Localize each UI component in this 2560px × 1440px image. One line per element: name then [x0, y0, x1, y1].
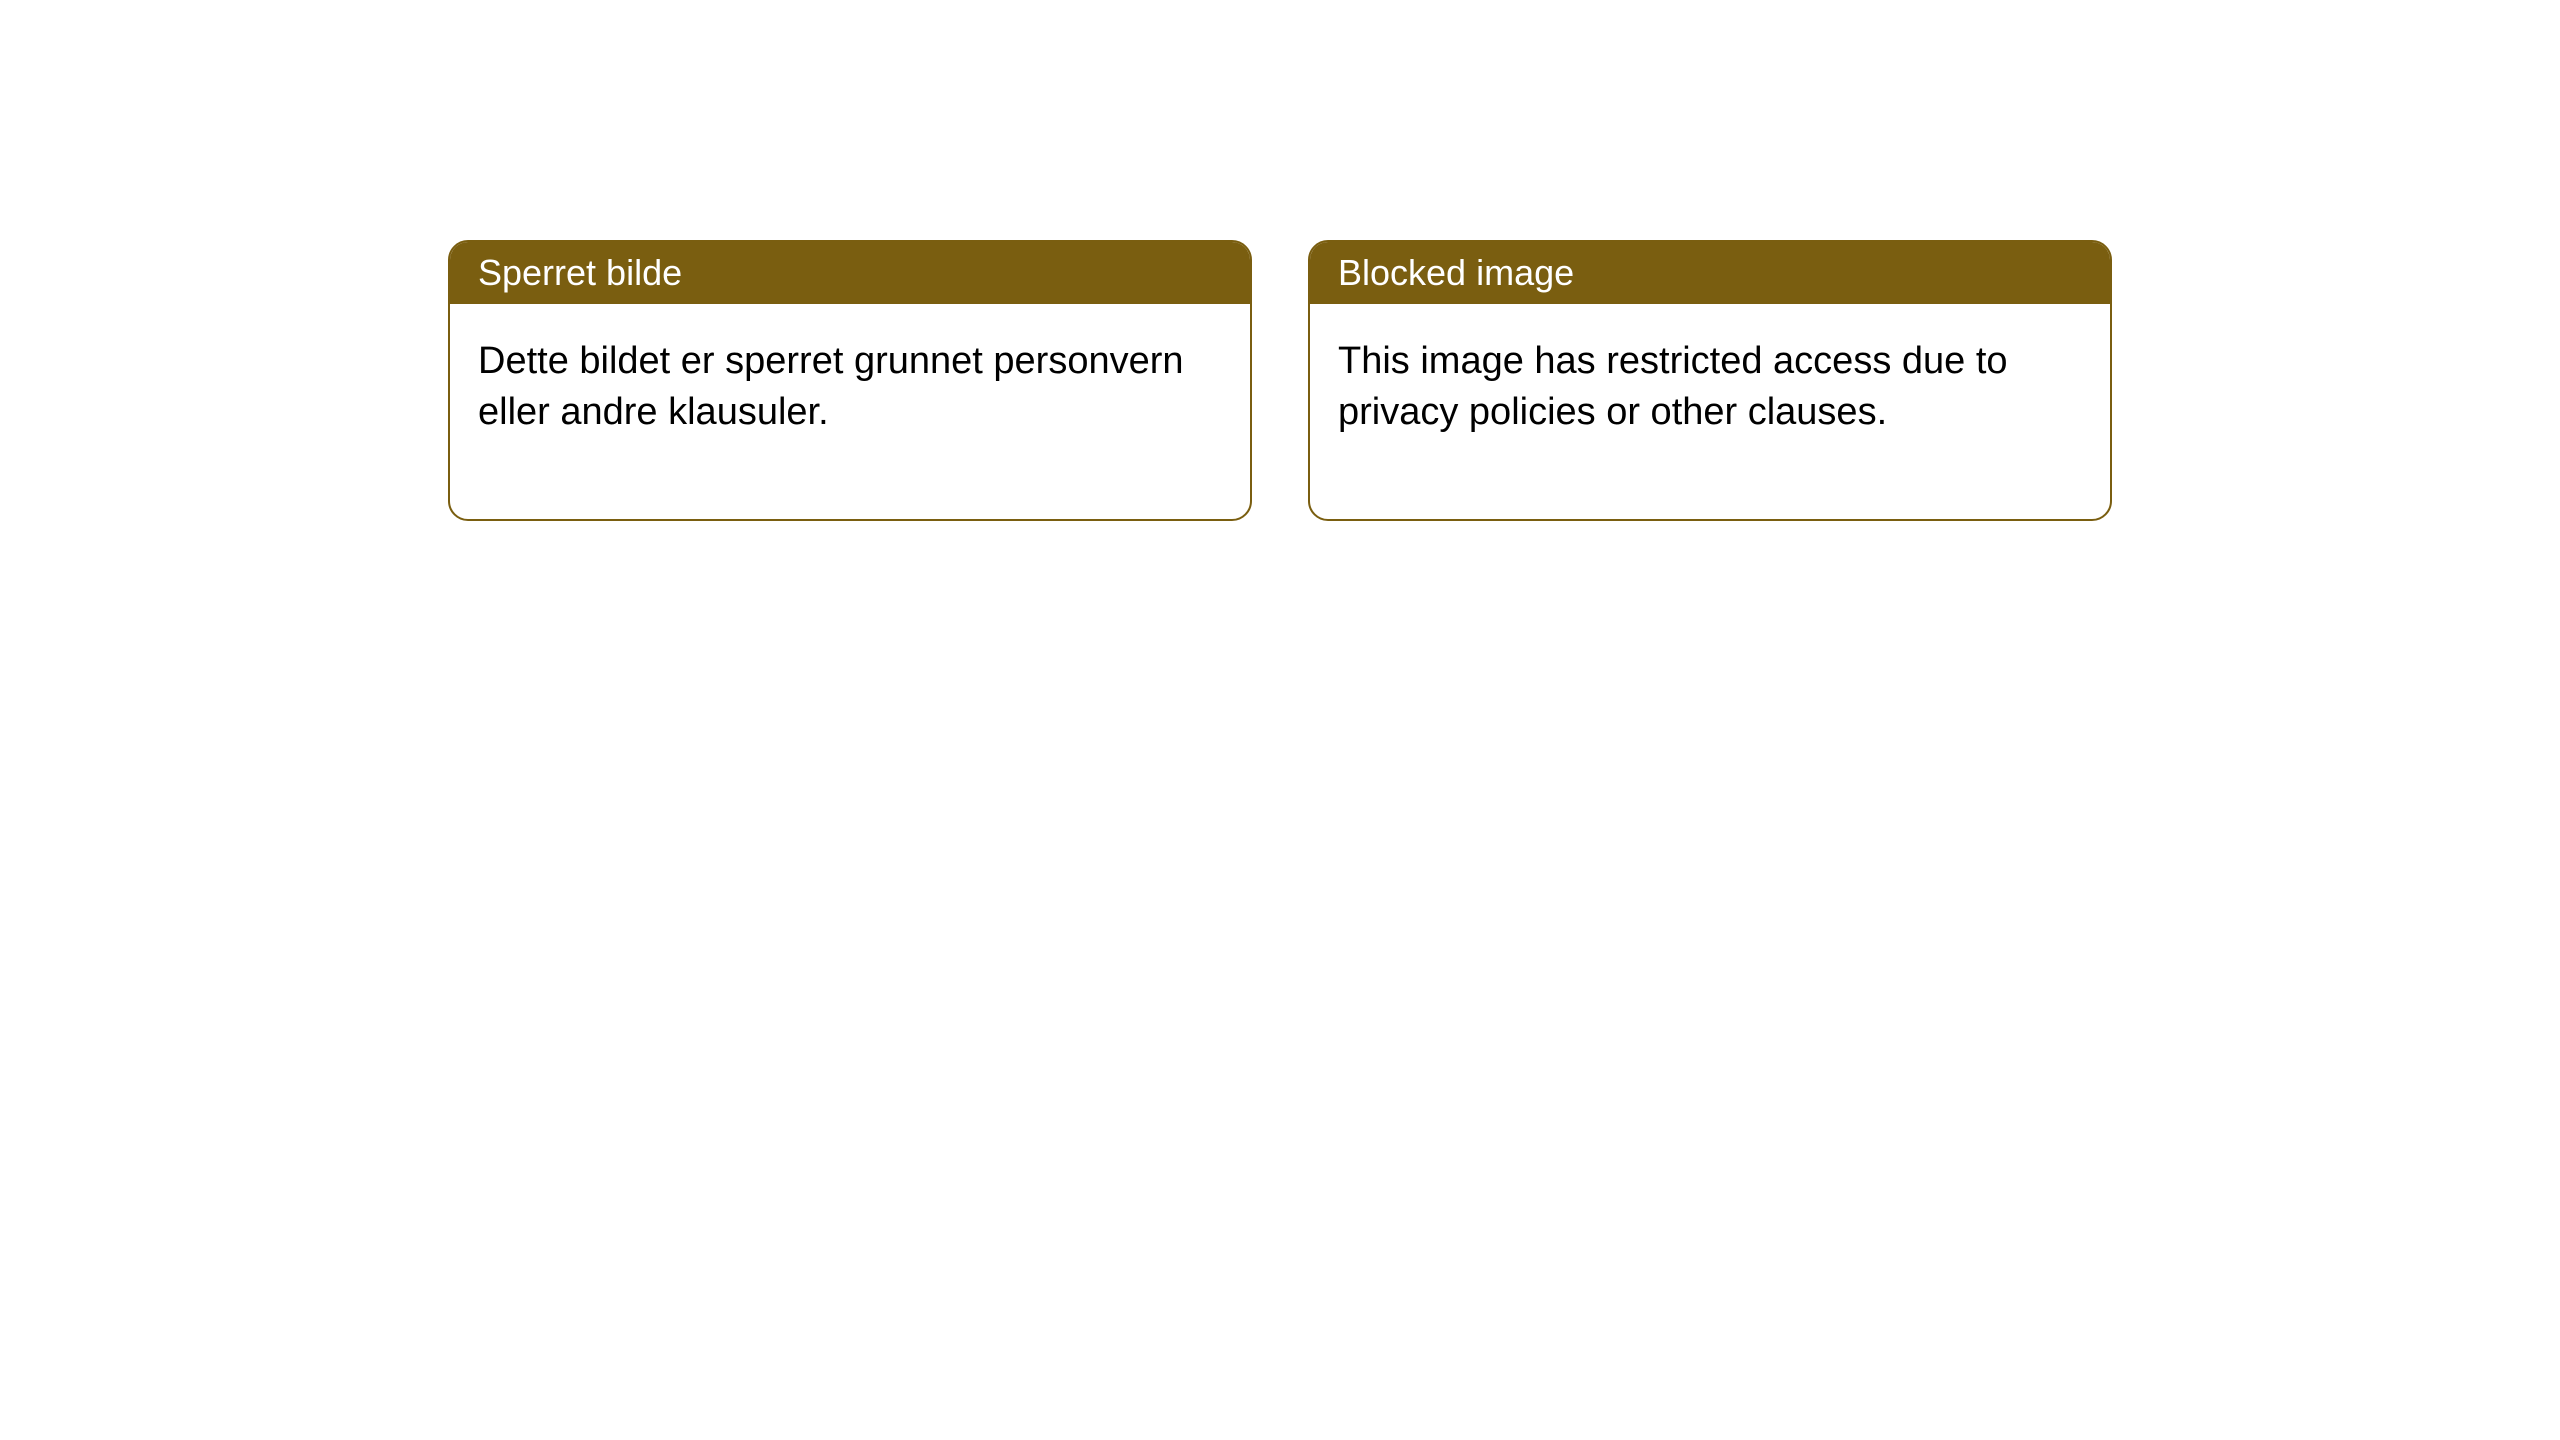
notice-body-english: This image has restricted access due to … — [1310, 304, 2110, 519]
notice-title-norwegian: Sperret bilde — [478, 252, 682, 293]
notice-text-english: This image has restricted access due to … — [1338, 340, 2008, 433]
notice-body-norwegian: Dette bildet er sperret grunnet personve… — [450, 304, 1250, 519]
notice-title-english: Blocked image — [1338, 252, 1574, 293]
notice-container: Sperret bilde Dette bildet er sperret gr… — [0, 0, 2560, 521]
notice-card-norwegian: Sperret bilde Dette bildet er sperret gr… — [448, 240, 1252, 521]
notice-card-english: Blocked image This image has restricted … — [1308, 240, 2112, 521]
notice-header-english: Blocked image — [1310, 242, 2110, 304]
notice-text-norwegian: Dette bildet er sperret grunnet personve… — [478, 340, 1184, 433]
notice-header-norwegian: Sperret bilde — [450, 242, 1250, 304]
